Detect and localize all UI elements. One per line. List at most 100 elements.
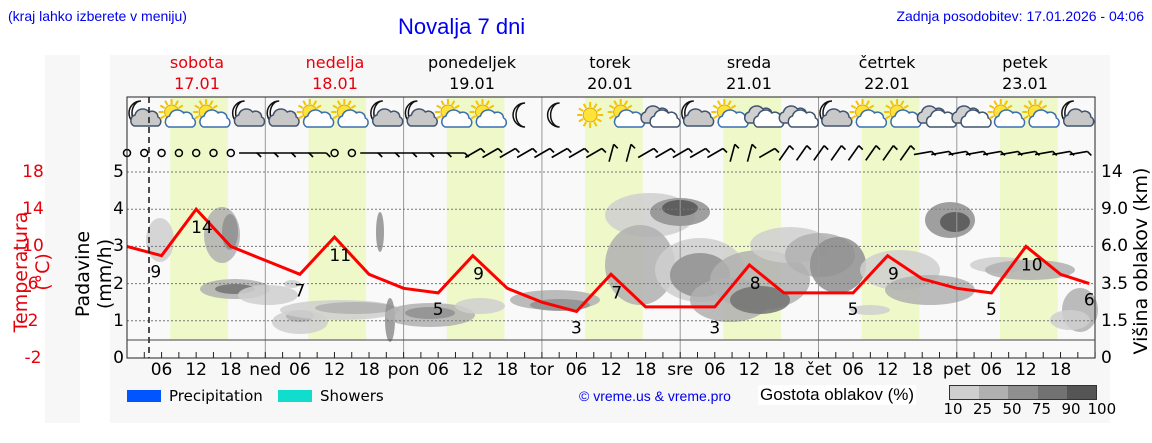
x-tick-label: 06 (289, 360, 311, 380)
moon-cloud-icon (1061, 100, 1095, 127)
temperature-value-label: 7 (294, 281, 305, 301)
sun-cloud-icon (987, 99, 1026, 128)
cloud-height-tick: 0 (1101, 348, 1112, 368)
temperature-tick: 6 (27, 273, 39, 294)
cloud-icon (951, 105, 992, 128)
day-header-4: sreda 21.01 (689, 52, 809, 94)
sun-cloud-icon (158, 99, 197, 128)
day-date: 18.01 (312, 74, 358, 93)
day-name: nedelja (305, 53, 365, 72)
day-date: 20.01 (587, 74, 633, 93)
x-tick-label: 18 (773, 360, 795, 380)
temperature-tick: 2 (27, 310, 39, 331)
x-tick-label: 06 (565, 360, 588, 380)
sun-cloud-icon (296, 99, 335, 128)
day-name: petek (1002, 53, 1048, 72)
moon-icon (512, 102, 526, 128)
precipitation-tick: 3 (113, 236, 124, 257)
precipitation-tick: 5 (113, 162, 124, 182)
day-header-5: četrtek 22.01 (827, 52, 947, 94)
x-tick-label: 12 (323, 360, 346, 380)
cloud-density-tick: 50 (1002, 400, 1022, 418)
x-tick-label: pet (942, 360, 971, 380)
cloud-height-tick: 1.5 (1101, 310, 1129, 331)
cloud-scale-swatch (950, 386, 980, 399)
showers-swatch (278, 390, 312, 402)
temperature-value-label: 6 (1084, 291, 1095, 311)
sun-cloud-icon (711, 99, 749, 128)
day-header-1: nedelja 18.01 (275, 52, 395, 94)
x-tick-label: 12 (738, 360, 761, 380)
x-tick-label: 12 (876, 360, 899, 380)
sun-icon (577, 102, 604, 128)
sun-cloud-icon (434, 99, 473, 128)
x-tick-label: 12 (185, 360, 207, 380)
cloud-scale-swatch (1066, 386, 1097, 399)
moon-cloud-icon (231, 100, 266, 127)
sun-cloud-icon (849, 99, 888, 128)
cloud-scale-swatch (1037, 386, 1067, 399)
cloud-height-tick: 14 (1101, 162, 1123, 182)
cloud-height-tick: 3.5 (1101, 273, 1129, 294)
cloud-height-tick: 9.0 (1101, 199, 1129, 220)
x-tick-label: 18 (1049, 360, 1072, 380)
credit-link[interactable]: © vreme.us & vreme.pro (579, 388, 731, 404)
x-tick-label: ned (249, 360, 282, 380)
day-date: 22.01 (864, 74, 910, 93)
temperature-tick: 14 (22, 199, 44, 220)
precipitation-tick: 0 (113, 348, 124, 368)
x-tick-label: 06 (150, 360, 173, 380)
x-tick-label: tor (529, 360, 554, 380)
cloud-icon (778, 105, 819, 128)
temperature-value-label: 11 (329, 246, 351, 266)
cloud-scale-swatch (1008, 386, 1038, 399)
legend-precipitation: Precipitation (127, 387, 263, 405)
day-name: sobota (169, 53, 225, 72)
sun-cloud-icon (469, 99, 508, 128)
precipitation-tick: 2 (113, 273, 124, 294)
x-tick-label: 06 (427, 360, 449, 380)
day-date: 19.01 (449, 74, 495, 93)
temperature-value-label: 10 (1021, 255, 1043, 275)
day-name: torek (589, 53, 631, 72)
temperature-tick: 18 (22, 162, 44, 182)
day-name: četrtek (858, 53, 916, 72)
last-update: Zadnja posodobitev: 17.01.2026 - 04:06 (896, 8, 1144, 24)
cloud-icon (640, 105, 681, 128)
day-date: 21.01 (726, 74, 772, 93)
temperature-value-label: 5 (433, 300, 444, 320)
showers-label: Showers (320, 387, 384, 405)
sun-cloud-icon (607, 99, 646, 128)
x-tick-label: 18 (911, 360, 934, 380)
moon-cloud-icon (404, 100, 438, 127)
cloud-density-tick: 25 (972, 400, 993, 418)
moon-cloud-icon (681, 100, 715, 127)
cloud-scale-swatch (979, 386, 1009, 399)
precipitation-label: Precipitation (169, 387, 263, 405)
cloud-density-scale (949, 385, 1097, 400)
sun-cloud-icon (884, 99, 922, 128)
legend-showers: Showers (278, 387, 384, 405)
temperature-axis-panel (45, 55, 80, 423)
temperature-value-label: 3 (709, 319, 720, 339)
cloud-density-tick: 90 (1061, 400, 1081, 418)
temperature-value-label: 3 (571, 319, 582, 339)
moon-cloud-icon (370, 100, 404, 127)
x-tick-label: 12 (600, 360, 622, 380)
day-header-3: torek 20.01 (550, 52, 670, 94)
precipitation-tick: 1 (113, 310, 124, 331)
temperature-value-label: 14 (191, 218, 213, 238)
temperature-value-label: 9 (888, 265, 899, 285)
cloud-density-tick: 10 (943, 400, 963, 418)
x-tick-label: pon (387, 360, 420, 380)
day-name: ponedeljek (428, 53, 516, 72)
cloud-density-tick: 75 (1031, 400, 1052, 418)
x-tick-label: 18 (496, 360, 519, 380)
x-tick-label: 06 (703, 360, 726, 380)
precipitation-tick: 4 (113, 199, 124, 220)
day-date: 23.01 (1002, 74, 1048, 93)
x-tick-label: 18 (358, 360, 380, 380)
sun-cloud-icon (1022, 99, 1060, 128)
x-tick-label: čet (805, 360, 832, 380)
